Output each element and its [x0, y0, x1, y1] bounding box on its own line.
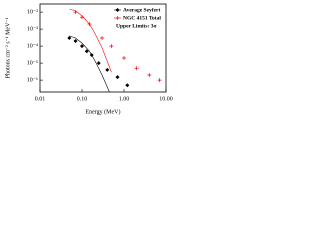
data-point: [125, 83, 130, 88]
x-tick-label: 10.00: [159, 96, 173, 102]
x-tick-label: 0.01: [35, 96, 46, 102]
annotation: Upper Limits: 3σ: [116, 23, 156, 29]
legend-marker: [115, 16, 120, 20]
x-tick-label: 1.00: [119, 96, 130, 102]
y-tick-label: 10⁻²: [27, 9, 38, 15]
data-point: [100, 36, 105, 41]
plot-frame: [39, 3, 167, 93]
legend-marker: [115, 8, 120, 12]
data-point: [157, 78, 162, 83]
legend-label: Average Seyfert: [123, 7, 160, 13]
legend-label: NGC 4151 Total: [123, 15, 161, 21]
data-point: [115, 75, 120, 80]
chart: Energy (MeV) Photons cm⁻² s⁻¹ MeV⁻¹ 0.01…: [5, 3, 173, 115]
x-tick-label: 0.10: [77, 96, 88, 102]
y-tick-label: 10⁻⁶: [27, 77, 38, 83]
data-point: [134, 66, 139, 71]
data-point: [84, 49, 89, 54]
data-point: [67, 36, 72, 41]
model-line: [69, 35, 110, 93]
data-point: [105, 67, 110, 72]
data-point: [80, 44, 84, 49]
y-axis-label: Photons cm⁻² s⁻¹ MeV⁻¹: [5, 17, 11, 78]
data-point: [73, 38, 78, 43]
model-line: [69, 8, 112, 73]
data-point: [96, 61, 101, 66]
data-point: [122, 55, 126, 60]
data-point: [147, 72, 152, 77]
data-point: [109, 44, 114, 49]
y-tick-label: 10⁻⁵: [27, 60, 38, 66]
y-tick-label: 10⁻⁴: [27, 43, 38, 49]
x-axis-label: Energy (MeV): [85, 108, 120, 115]
y-tick-label: 10⁻³: [27, 26, 38, 32]
